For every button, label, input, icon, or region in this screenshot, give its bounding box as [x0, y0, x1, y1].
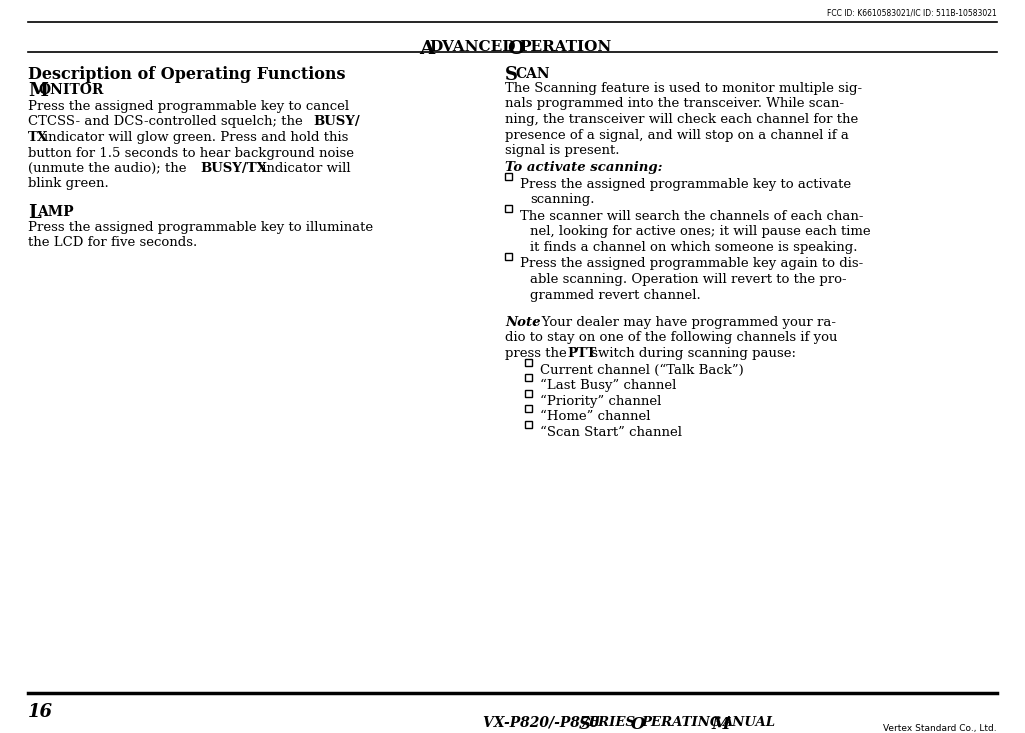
Text: it finds a channel on which someone is speaking.: it finds a channel on which someone is s… — [530, 241, 858, 254]
Text: 16: 16 — [28, 703, 53, 721]
Text: “Home” channel: “Home” channel — [540, 410, 651, 423]
Text: : Your dealer may have programmed your ra-: : Your dealer may have programmed your r… — [533, 316, 836, 329]
Text: Description of Operating Functions: Description of Operating Functions — [28, 66, 345, 83]
Text: button for 1.5 seconds to hear background noise: button for 1.5 seconds to hear backgroun… — [28, 147, 354, 160]
Text: PTT: PTT — [567, 347, 597, 360]
Text: TX: TX — [28, 131, 48, 144]
Text: Press the assigned programmable key to activate: Press the assigned programmable key to a… — [520, 178, 851, 191]
Text: ONITOR: ONITOR — [38, 83, 104, 97]
Text: Press the assigned programmable key again to dis-: Press the assigned programmable key agai… — [520, 257, 863, 270]
Bar — [505, 205, 512, 212]
Text: Press the assigned programmable key to illuminate: Press the assigned programmable key to i… — [28, 221, 373, 234]
Text: able scanning. Operation will revert to the pro-: able scanning. Operation will revert to … — [530, 273, 847, 286]
Text: L: L — [28, 204, 41, 221]
Text: Note: Note — [505, 316, 540, 329]
Text: Current channel (“Talk Back”): Current channel (“Talk Back”) — [540, 364, 744, 377]
Text: O: O — [507, 40, 524, 58]
Text: AMP: AMP — [37, 205, 74, 218]
Text: DVANCED: DVANCED — [429, 40, 516, 54]
Text: “Last Busy” channel: “Last Busy” channel — [540, 379, 677, 392]
Text: switch during scanning pause:: switch during scanning pause: — [587, 347, 796, 360]
Text: nel, looking for active ones; it will pause each time: nel, looking for active ones; it will pa… — [530, 226, 870, 238]
Text: The Scanning feature is used to monitor multiple sig-: The Scanning feature is used to monitor … — [505, 82, 862, 95]
Bar — [505, 173, 512, 180]
Text: O: O — [631, 716, 646, 733]
Text: “Priority” channel: “Priority” channel — [540, 394, 661, 408]
Text: dio to stay on one of the following channels if you: dio to stay on one of the following chan… — [505, 331, 837, 345]
Bar — [525, 421, 532, 427]
Text: ning, the transceiver will check each channel for the: ning, the transceiver will check each ch… — [505, 113, 858, 126]
Text: nals programmed into the transceiver. While scan-: nals programmed into the transceiver. Wh… — [505, 97, 844, 111]
Text: CTCSS- and DCS-controlled squelch; the: CTCSS- and DCS-controlled squelch; the — [28, 116, 308, 128]
Text: ERIES: ERIES — [588, 716, 640, 729]
Text: PERATING: PERATING — [641, 716, 726, 729]
Text: indicator will glow green. Press and hold this: indicator will glow green. Press and hol… — [44, 131, 349, 144]
Text: presence of a signal, and will stop on a channel if a: presence of a signal, and will stop on a… — [505, 128, 849, 141]
Text: FCC ID: K6610583021/IC ID: 511B-10583021: FCC ID: K6610583021/IC ID: 511B-10583021 — [827, 8, 997, 17]
Text: S: S — [579, 716, 591, 733]
Text: S: S — [505, 66, 518, 84]
Text: ANUAL: ANUAL — [722, 716, 775, 729]
Bar — [525, 374, 532, 381]
Text: Vertex Standard Co., Ltd.: Vertex Standard Co., Ltd. — [884, 724, 997, 733]
Text: A: A — [419, 40, 435, 58]
Text: PERATION: PERATION — [519, 40, 611, 54]
Text: BUSY/: BUSY/ — [313, 116, 360, 128]
Text: VX-P820/-P870: VX-P820/-P870 — [483, 716, 604, 730]
Bar — [525, 389, 532, 397]
Text: press the: press the — [505, 347, 571, 360]
Text: “Scan Start” channel: “Scan Start” channel — [540, 425, 682, 438]
Text: To activate scanning:: To activate scanning: — [505, 161, 662, 174]
Text: M: M — [28, 82, 48, 100]
Text: M: M — [711, 716, 730, 733]
Text: BUSY/TX: BUSY/TX — [200, 162, 266, 175]
Bar — [525, 405, 532, 412]
Text: the LCD for five seconds.: the LCD for five seconds. — [28, 236, 197, 249]
Text: scanning.: scanning. — [530, 194, 594, 207]
Bar — [525, 358, 532, 366]
Bar — [505, 252, 512, 259]
Text: Press the assigned programmable key to cancel: Press the assigned programmable key to c… — [28, 100, 350, 113]
Text: (unmute the audio); the: (unmute the audio); the — [28, 162, 191, 175]
Text: signal is present.: signal is present. — [505, 144, 619, 157]
Text: grammed revert channel.: grammed revert channel. — [530, 289, 701, 301]
Text: The scanner will search the channels of each chan-: The scanner will search the channels of … — [520, 210, 863, 223]
Text: blink green.: blink green. — [28, 177, 109, 191]
Text: CAN: CAN — [515, 67, 549, 81]
Text: indicator will: indicator will — [258, 162, 351, 175]
